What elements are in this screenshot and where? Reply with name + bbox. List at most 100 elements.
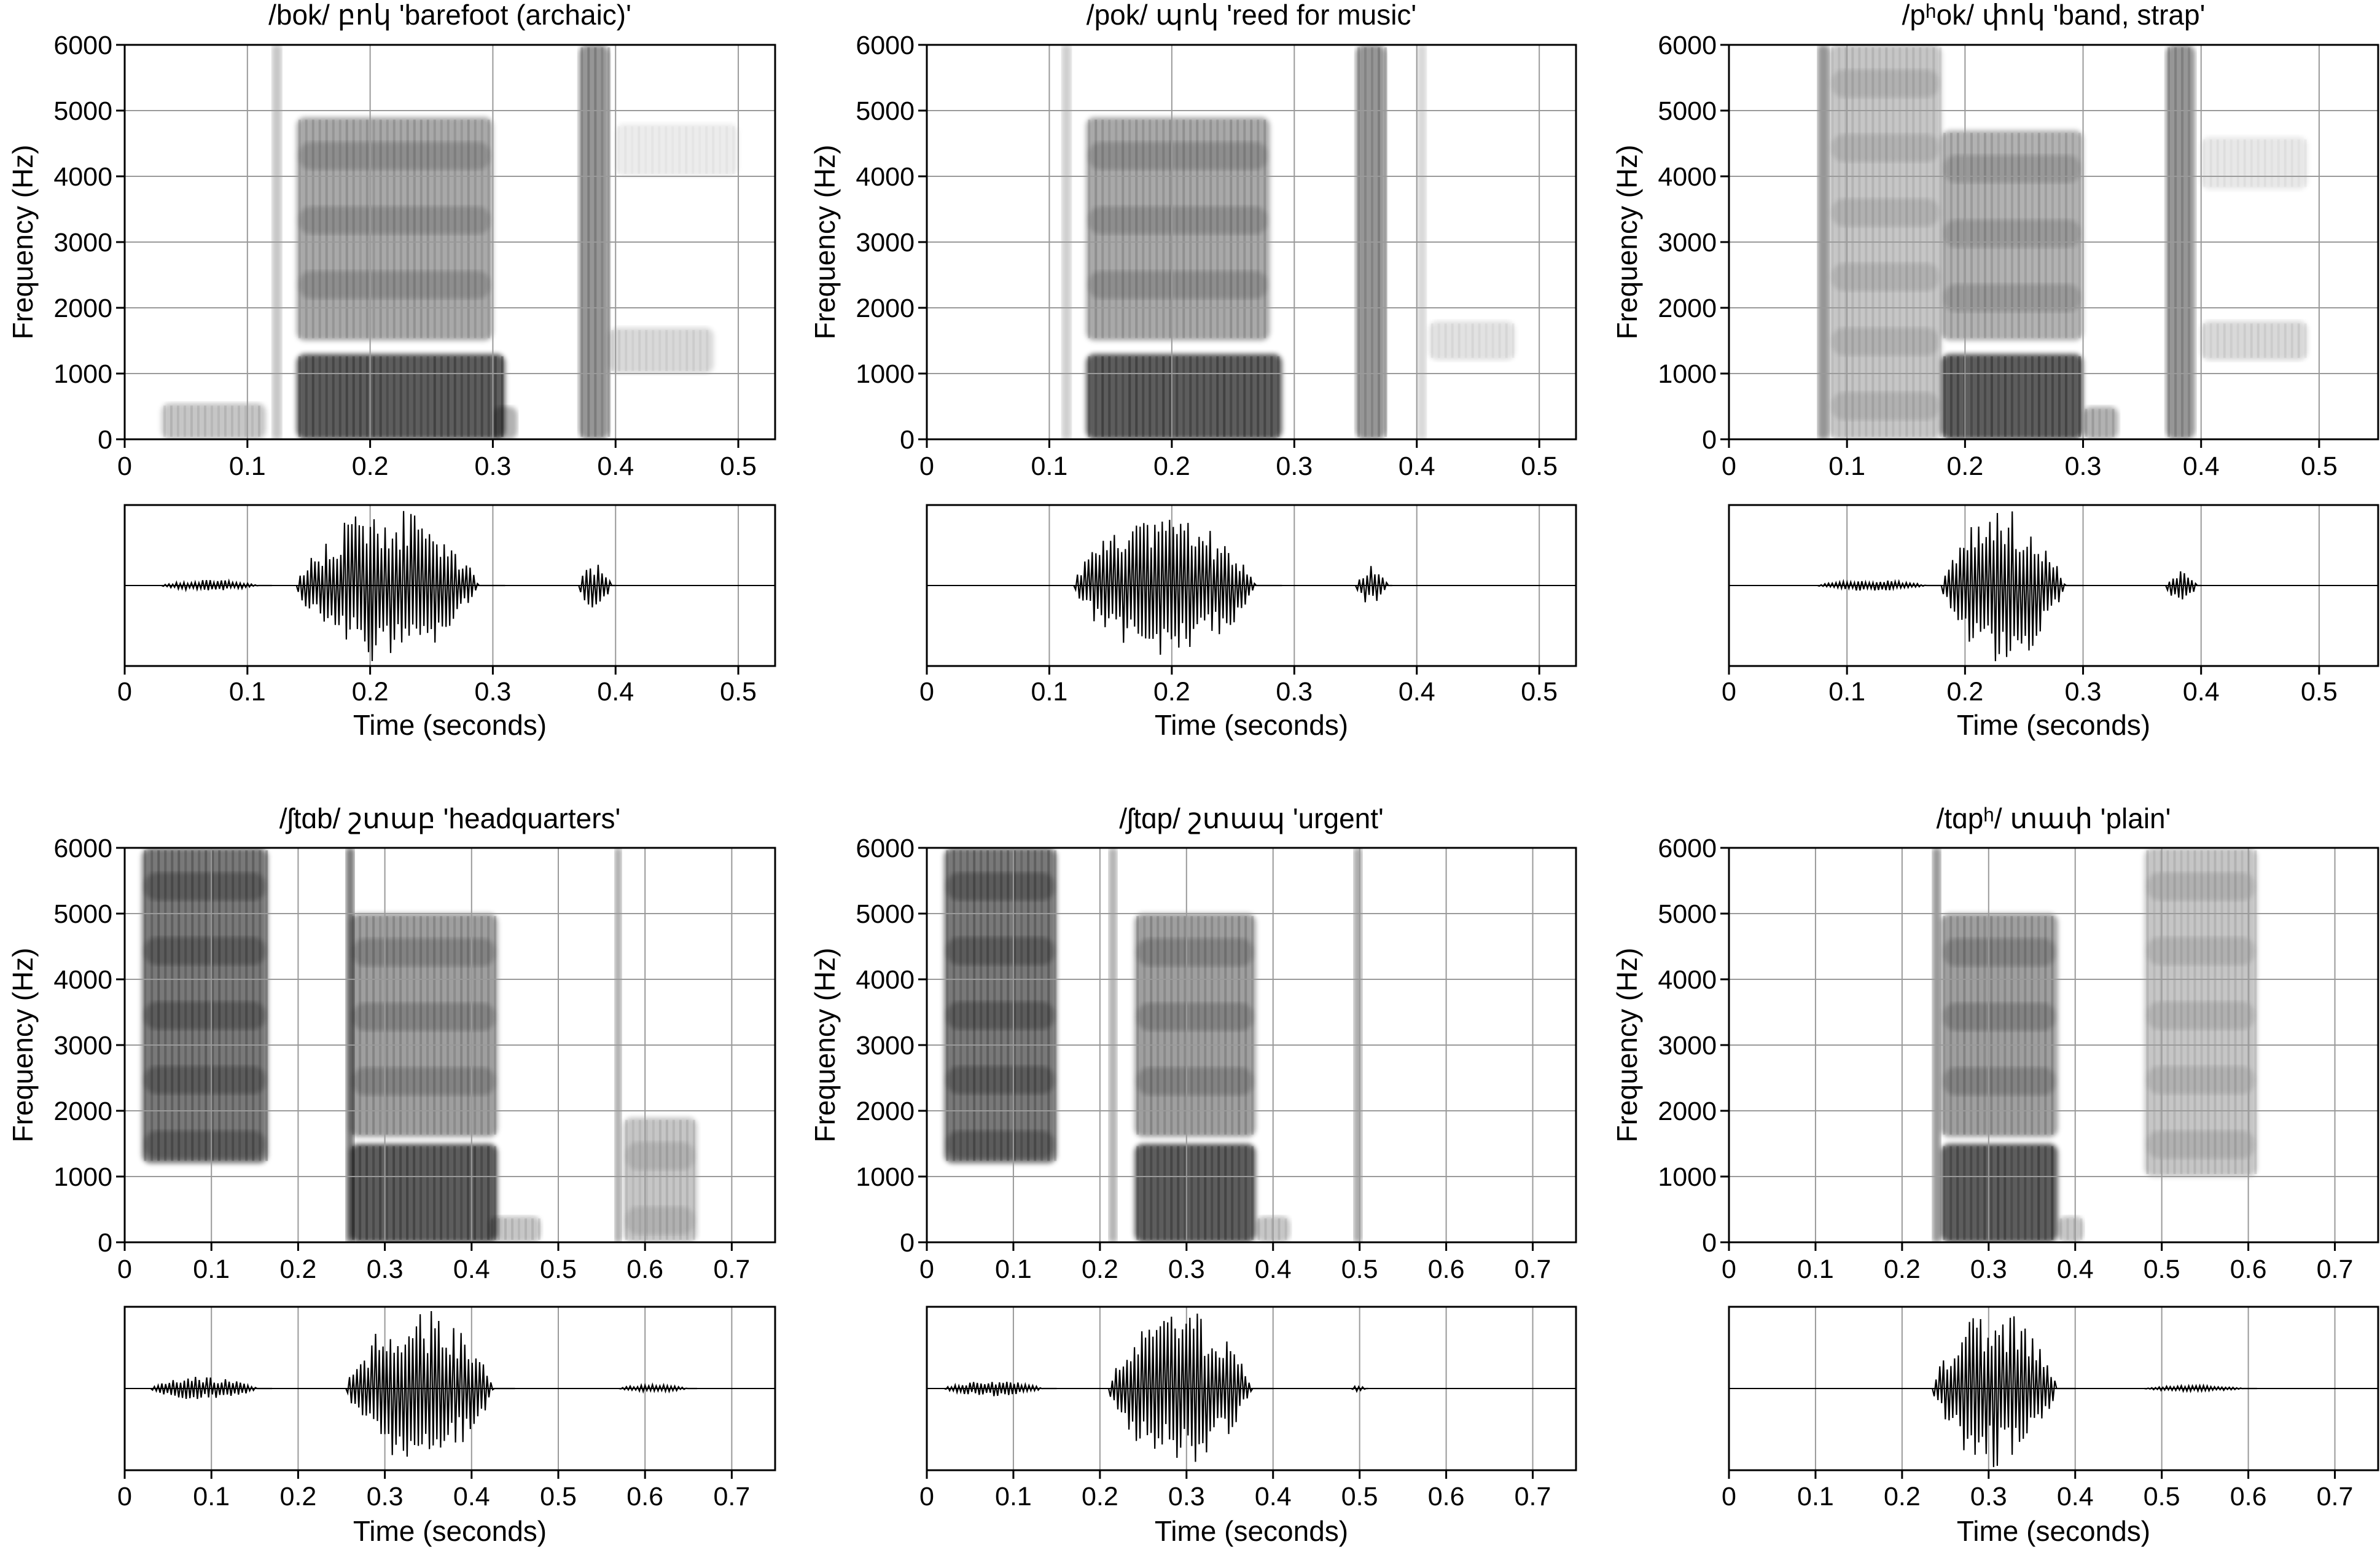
spectrogram-grid	[1729, 45, 2378, 439]
x-tick-label: 0.1	[229, 452, 266, 481]
x-tick-label: 0.4	[2183, 677, 2220, 707]
waveform-burst	[150, 1377, 272, 1400]
y-tick-label: 3000	[1658, 1031, 1717, 1060]
x-tick-label: 0.2	[1884, 1255, 1921, 1284]
x-tick-label: 0.3	[2065, 677, 2102, 707]
spectral-energy-region	[944, 848, 1057, 1164]
spectral-energy-region	[2083, 406, 2119, 439]
waveform-frame	[123, 1306, 776, 1471]
waveform-burst	[161, 578, 272, 593]
spectrogram: 0 1000 2000 3000 4000 5000 6000 0 0.1 0.2 0.3 0.4 0.…	[809, 834, 1577, 1284]
panel-title: /ʃtɑb/ շտաբ 'headquarters'	[279, 802, 621, 834]
x-tick-label: 0.1	[193, 1255, 230, 1284]
y-tick-label: 3000	[856, 228, 915, 257]
y-tick-label: 3000	[1658, 228, 1717, 257]
y-tick-label: 2000	[53, 294, 112, 323]
waveform: 0 0.1 0.2 0.3 0.4 0.5 0.6 0.7 Time (seconds)	[117, 1306, 776, 1547]
panel-4: /ʃtɑb/ շտաբ 'headquarters' 0 1000 2000 3000 4…	[7, 802, 776, 1547]
x-tick-label: 0.5	[2144, 1482, 2180, 1511]
waveform-frame	[1728, 1306, 2379, 1471]
x-tick-label: 0.3	[1970, 1482, 2007, 1511]
spectral-energy-region	[1941, 914, 2058, 1137]
spectral-energy-region	[623, 1117, 697, 1242]
y-tick-label: 1000	[856, 359, 915, 389]
x-tick-label: 0	[1722, 677, 1736, 707]
x-tick-label: 0.2	[280, 1482, 317, 1511]
spectral-energy-region	[1086, 353, 1282, 439]
x-tick-label: 0.1	[1797, 1255, 1834, 1284]
spectral-energy-region	[296, 117, 493, 341]
y-tick-label: 2000	[856, 1097, 915, 1126]
spectral-energy-region	[350, 1143, 498, 1242]
waveform-burst	[2144, 1383, 2257, 1393]
x-tick-label: 0.2	[1946, 452, 1983, 481]
y-tick-label: 1000	[53, 359, 112, 389]
x-tick-label: 0.3	[1168, 1482, 1205, 1511]
y-tick-label: 0	[98, 425, 112, 455]
x-tick-label: 0.4	[453, 1482, 490, 1511]
waveform: 0 0.1 0.2 0.3 0.4 0.5 Time (seconds)	[919, 504, 1577, 741]
waveform-burst	[345, 1310, 515, 1457]
x-tick-label: 0.4	[2183, 452, 2220, 481]
x-tick-label: 0.1	[1828, 677, 1865, 707]
x-tick-label: 0.7	[714, 1255, 751, 1284]
spectrogram-grid	[927, 848, 1576, 1242]
y-tick-label: 3000	[53, 1031, 112, 1060]
y-tick-label: 2000	[1658, 294, 1717, 323]
x-tick-label: 0.2	[1153, 677, 1190, 707]
spectral-energy-region	[296, 353, 505, 439]
y-tick-label: 3000	[53, 228, 112, 257]
spectrogram: 0 1000 2000 3000 4000 5000 6000 0 0.1 0.2 0.3 0.4 0.…	[809, 31, 1577, 481]
x-tick-label: 0.5	[540, 1255, 577, 1284]
x-tick-label: 0	[1722, 1482, 1736, 1511]
x-tick-label: 0.2	[1946, 677, 1983, 707]
x-tick-label: 0.4	[1255, 1255, 1292, 1284]
x-tick-label: 0	[1722, 452, 1736, 481]
y-tick-label: 0	[900, 425, 915, 455]
y-tick-label: 5000	[1658, 96, 1717, 126]
x-tick-label: 0.2	[1082, 1482, 1118, 1511]
y-tick-label: 0	[98, 1228, 112, 1258]
x-tick-label: 0.3	[367, 1482, 404, 1511]
x-tick-label: 0.4	[597, 452, 634, 481]
spectral-energy-region	[350, 914, 498, 1137]
spectrogram-grid	[927, 45, 1576, 439]
x-tick-label: 0.2	[1884, 1482, 1921, 1511]
y-tick-label: 6000	[856, 834, 915, 863]
waveform-burst	[943, 1382, 1057, 1396]
waveform-burst	[1107, 1314, 1273, 1462]
panel-3: /pʰok/ փոկ 'band, strap' 0 1000 2000 3000 400…	[1611, 0, 2379, 741]
x-tick-label: 0.1	[995, 1482, 1032, 1511]
spectrogram: 0 1000 2000 3000 4000 5000 6000 0 0.1 0.2 0.3 0.4 0.…	[7, 31, 776, 481]
spectral-energy-region	[161, 403, 266, 439]
spectral-energy-region	[2201, 321, 2308, 361]
x-tick-label: 0.1	[995, 1255, 1032, 1284]
waveform-frame	[123, 504, 776, 667]
x-tick-label: 0	[117, 452, 132, 481]
waveform-frame	[1728, 504, 2379, 667]
spectrogram: 0 1000 2000 3000 4000 5000 6000 0 0.1 0.2 0.3 0.4 0.…	[7, 834, 776, 1284]
panel-title: /bok/ բոկ 'barefoot (archaic)'	[268, 0, 631, 31]
x-tick-label: 0.5	[2301, 677, 2338, 707]
waveform-burst	[1817, 579, 1941, 592]
y-tick-label: 3000	[856, 1031, 915, 1060]
spectrogram: 0 1000 2000 3000 4000 5000 6000 0 0.1 0.2 0.3 0.4 0.…	[1611, 31, 2379, 481]
x-tick-label: 0	[117, 677, 132, 707]
spectral-energy-region	[1941, 1143, 2058, 1242]
x-tick-label: 0.5	[1521, 677, 1558, 707]
x-tick-label: 0.4	[1399, 677, 1435, 707]
spectral-energy-region	[489, 1216, 541, 1242]
y-tick-label: 5000	[1658, 899, 1717, 929]
x-tick-label: 0.4	[2057, 1255, 2094, 1284]
waveform-burst	[295, 511, 505, 662]
x-tick-label: 0.5	[540, 1482, 577, 1511]
x-tick-label: 0.5	[2301, 452, 2338, 481]
x-tick-label: 0.1	[193, 1482, 230, 1511]
x-tick-label: 0.3	[475, 677, 512, 707]
panel-title: /pok/ պոկ 'reed for music'	[1087, 0, 1416, 31]
y-tick-label: 5000	[53, 96, 112, 126]
waveform: 0 0.1 0.2 0.3 0.4 0.5 0.6 0.7 Time (seconds)	[1722, 1306, 2379, 1547]
spectral-energy-region	[2201, 136, 2308, 190]
waveform-frame	[926, 504, 1577, 667]
